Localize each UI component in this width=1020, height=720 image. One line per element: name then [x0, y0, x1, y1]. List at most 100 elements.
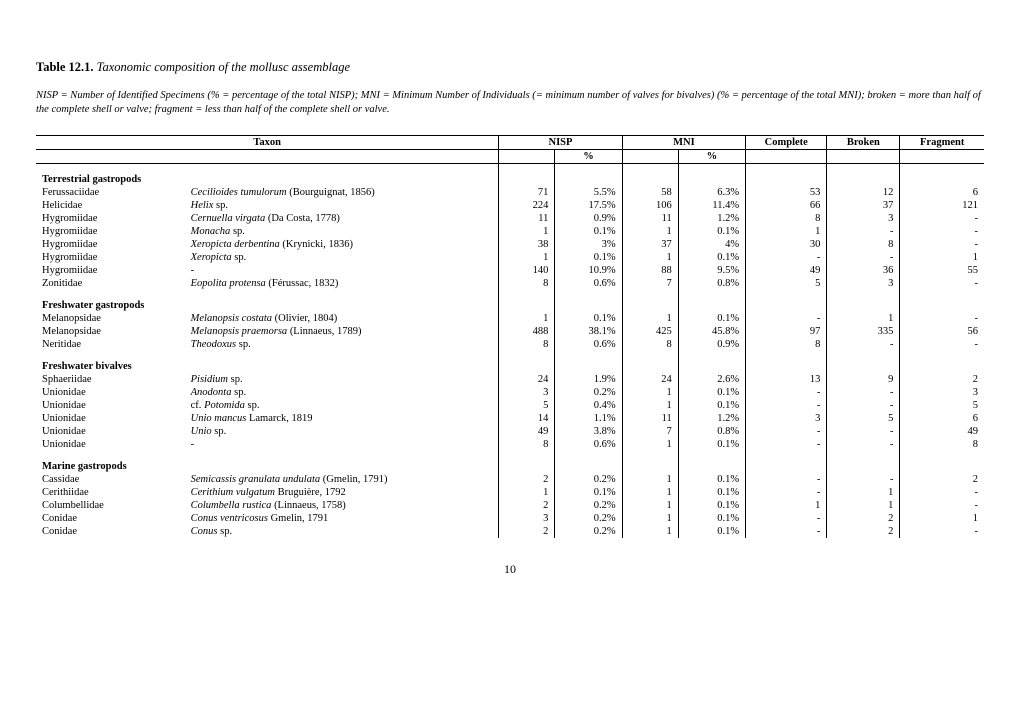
cell-mni: 11 [622, 412, 678, 425]
cell-mni-pct: 0.1% [678, 251, 745, 264]
cell-complete: - [746, 251, 827, 264]
cell-nisp: 224 [499, 199, 555, 212]
cell-complete: 1 [746, 225, 827, 238]
col-fragment: Fragment [900, 136, 984, 150]
definitions: NISP = Number of Identified Specimens (%… [36, 89, 984, 117]
cell-fragment: 5 [900, 399, 984, 412]
table-row: Hygromiidae-14010.9%889.5%493655 [36, 264, 984, 277]
cell-nisp-pct: 3% [555, 238, 622, 251]
cell-fragment: - [900, 525, 984, 538]
cell-mni-pct: 0.8% [678, 277, 745, 290]
table-row: MelanopsidaeMelanopsis costata (Olivier,… [36, 312, 984, 325]
table-row: ZonitidaeEopolita protensa (Férussac, 18… [36, 277, 984, 290]
cell-mni: 1 [622, 438, 678, 451]
cell-broken: - [827, 425, 900, 438]
cell-family: Helicidae [36, 199, 185, 212]
cell-broken: 9 [827, 373, 900, 386]
cell-species: Conus sp. [185, 525, 499, 538]
cell-mni-pct: 0.9% [678, 338, 745, 351]
cell-fragment: 3 [900, 386, 984, 399]
cell-fragment: 55 [900, 264, 984, 277]
cell-broken: 3 [827, 277, 900, 290]
cell-fragment: 8 [900, 438, 984, 451]
cell-complete: - [746, 312, 827, 325]
cell-species: Conus ventricosus Gmelin, 1791 [185, 512, 499, 525]
cell-species: Xeropicta derbentina (Krynicki, 1836) [185, 238, 499, 251]
cell-nisp-pct: 0.6% [555, 438, 622, 451]
cell-broken: - [827, 473, 900, 486]
cell-mni-pct: 0.1% [678, 512, 745, 525]
cell-nisp-pct: 1.1% [555, 412, 622, 425]
section-heading: Terrestrial gastropods [36, 164, 499, 187]
table-row: HygromiidaeXeropicta sp.10.1%10.1%--1 [36, 251, 984, 264]
cell-nisp: 49 [499, 425, 555, 438]
cell-mni: 1 [622, 512, 678, 525]
cell-complete: 8 [746, 338, 827, 351]
section-heading-row: Freshwater bivalves [36, 351, 984, 373]
cell-nisp-pct: 17.5% [555, 199, 622, 212]
cell-mni-pct: 2.6% [678, 373, 745, 386]
cell-mni: 7 [622, 277, 678, 290]
cell-species: Melanopsis praemorsa (Linnaeus, 1789) [185, 325, 499, 338]
cell-broken: 3 [827, 212, 900, 225]
cell-mni-pct: 6.3% [678, 186, 745, 199]
col-taxon: Taxon [36, 136, 499, 150]
cell-nisp-pct: 0.9% [555, 212, 622, 225]
col-mni-pct: % [678, 150, 745, 164]
cell-complete: - [746, 386, 827, 399]
cell-nisp-pct: 5.5% [555, 186, 622, 199]
cell-fragment: 6 [900, 186, 984, 199]
cell-broken: 335 [827, 325, 900, 338]
cell-nisp: 24 [499, 373, 555, 386]
cell-mni: 58 [622, 186, 678, 199]
cell-nisp: 488 [499, 325, 555, 338]
title-text: Taxonomic composition of the mollusc ass… [97, 60, 350, 74]
cell-species: Unio mancus Lamarck, 1819 [185, 412, 499, 425]
cell-broken: - [827, 386, 900, 399]
cell-mni: 1 [622, 499, 678, 512]
cell-species: Anodonta sp. [185, 386, 499, 399]
cell-nisp-pct: 0.1% [555, 486, 622, 499]
cell-complete: - [746, 425, 827, 438]
cell-nisp-pct: 0.2% [555, 499, 622, 512]
cell-species: Theodoxus sp. [185, 338, 499, 351]
cell-family: Hygromiidae [36, 251, 185, 264]
cell-family: Hygromiidae [36, 212, 185, 225]
cell-complete: 66 [746, 199, 827, 212]
cell-mni: 1 [622, 251, 678, 264]
cell-species: Pisidium sp. [185, 373, 499, 386]
table-row: CerithiidaeCerithium vulgatum Bruguière,… [36, 486, 984, 499]
table-row: HelicidaeHelix sp.22417.5%10611.4%663712… [36, 199, 984, 212]
table-row: UnionidaeUnio mancus Lamarck, 1819141.1%… [36, 412, 984, 425]
table-row: SphaeriidaePisidium sp.241.9%242.6%1392 [36, 373, 984, 386]
cell-species: Semicassis granulata undulata (Gmelin, 1… [185, 473, 499, 486]
table-row: ConidaeConus ventricosus Gmelin, 179130.… [36, 512, 984, 525]
cell-broken: - [827, 399, 900, 412]
cell-mni: 37 [622, 238, 678, 251]
cell-species: Cecilioides tumulorum (Bourguignat, 1856… [185, 186, 499, 199]
cell-mni-pct: 9.5% [678, 264, 745, 277]
cell-broken: 2 [827, 512, 900, 525]
table-row: HygromiidaeCernuella virgata (Da Costa, … [36, 212, 984, 225]
cell-nisp: 2 [499, 473, 555, 486]
cell-nisp: 8 [499, 438, 555, 451]
cell-nisp: 14 [499, 412, 555, 425]
cell-nisp: 11 [499, 212, 555, 225]
cell-mni: 425 [622, 325, 678, 338]
table-row: Unionidae-80.6%10.1%--8 [36, 438, 984, 451]
cell-mni-pct: 1.2% [678, 412, 745, 425]
cell-species: Cernuella virgata (Da Costa, 1778) [185, 212, 499, 225]
cell-nisp: 5 [499, 399, 555, 412]
page-number: 10 [36, 562, 984, 577]
table-head: Taxon NISP MNI Complete Broken Fragment … [36, 136, 984, 164]
cell-species: - [185, 438, 499, 451]
cell-nisp-pct: 10.9% [555, 264, 622, 277]
cell-mni-pct: 0.1% [678, 399, 745, 412]
cell-fragment: 6 [900, 412, 984, 425]
cell-nisp: 3 [499, 386, 555, 399]
cell-nisp: 8 [499, 338, 555, 351]
section-heading-row: Terrestrial gastropods [36, 164, 984, 187]
section-heading: Marine gastropods [36, 451, 499, 473]
cell-mni: 1 [622, 225, 678, 238]
cell-mni: 24 [622, 373, 678, 386]
